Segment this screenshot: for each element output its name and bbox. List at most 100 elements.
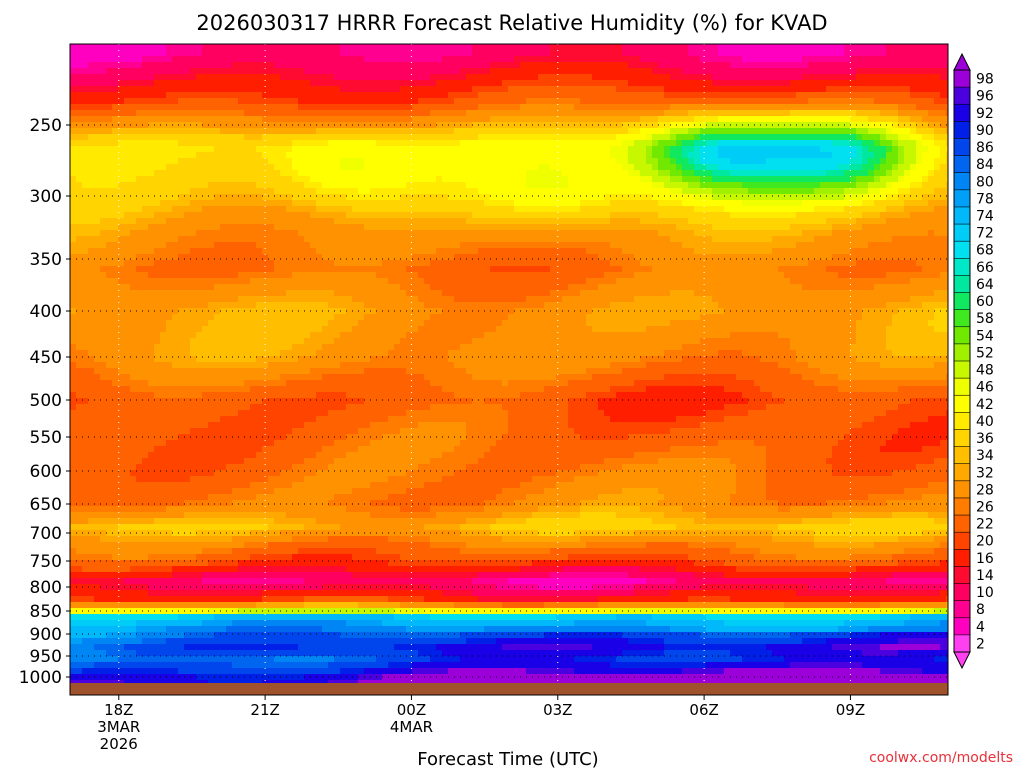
rh-cell xyxy=(652,212,659,219)
rh-cell xyxy=(688,164,695,171)
rh-cell xyxy=(922,128,929,135)
rh-cell xyxy=(898,92,905,99)
rh-cell xyxy=(640,128,647,135)
rh-cell xyxy=(484,110,491,117)
rh-cell xyxy=(154,182,161,189)
rh-cell xyxy=(916,164,923,171)
rh-cell xyxy=(940,86,947,93)
rh-cell xyxy=(712,194,719,201)
rh-cell xyxy=(880,224,887,231)
rh-cell xyxy=(400,182,407,189)
rh-cell xyxy=(532,146,539,153)
rh-cell xyxy=(364,56,371,63)
rh-cell xyxy=(94,152,101,159)
rh-cell xyxy=(604,50,611,57)
rh-cell xyxy=(172,134,179,141)
rh-cell xyxy=(232,206,239,213)
rh-cell xyxy=(166,110,173,117)
rh-cell xyxy=(604,122,611,129)
rh-cell xyxy=(340,128,347,135)
rh-cell xyxy=(760,182,767,189)
rh-cell xyxy=(820,128,827,135)
rh-cell xyxy=(892,44,899,51)
rh-cell xyxy=(658,98,665,105)
rh-cell xyxy=(238,116,245,123)
rh-cell xyxy=(724,158,731,165)
rh-cell xyxy=(862,182,869,189)
rh-cell xyxy=(394,104,401,111)
rh-cell xyxy=(280,56,287,63)
rh-cell xyxy=(790,212,797,219)
rh-cell xyxy=(730,80,737,87)
rh-cell xyxy=(340,44,347,51)
rh-cell xyxy=(220,152,227,159)
rh-cell xyxy=(214,134,221,141)
rh-cell xyxy=(658,80,665,87)
rh-cell xyxy=(622,182,629,189)
rh-cell xyxy=(88,140,95,147)
rh-cell xyxy=(196,158,203,165)
rh-cell xyxy=(268,80,275,87)
rh-cell xyxy=(574,128,581,135)
rh-cell xyxy=(832,98,839,105)
rh-cell xyxy=(694,212,701,219)
rh-cell xyxy=(520,212,527,219)
rh-cell xyxy=(796,152,803,159)
rh-cell xyxy=(160,236,167,243)
rh-cell xyxy=(598,188,605,195)
rh-cell xyxy=(364,158,371,165)
rh-cell xyxy=(514,92,521,99)
rh-cell xyxy=(832,110,839,117)
rh-cell xyxy=(616,74,623,81)
rh-cell xyxy=(832,122,839,129)
rh-cell xyxy=(676,212,683,219)
rh-cell xyxy=(874,164,881,171)
rh-cell xyxy=(244,80,251,87)
rh-cell xyxy=(922,80,929,87)
rh-cell xyxy=(256,224,263,231)
rh-cell xyxy=(106,98,113,105)
rh-cell xyxy=(478,74,485,81)
rh-cell xyxy=(220,116,227,123)
rh-cell xyxy=(796,134,803,141)
rh-cell xyxy=(598,206,605,213)
rh-cell xyxy=(706,146,713,153)
rh-cell xyxy=(484,104,491,111)
rh-cell xyxy=(550,98,557,105)
rh-cell xyxy=(370,50,377,57)
rh-cell xyxy=(616,242,623,249)
rh-cell xyxy=(538,104,545,111)
rh-cell xyxy=(628,158,635,165)
rh-cell xyxy=(460,86,467,93)
rh-cell xyxy=(484,86,491,93)
rh-cell xyxy=(670,68,677,75)
rh-cell xyxy=(706,86,713,93)
rh-cell xyxy=(832,212,839,219)
rh-cell xyxy=(130,98,137,105)
rh-cell xyxy=(832,236,839,243)
rh-cell xyxy=(208,152,215,159)
rh-cell xyxy=(802,80,809,87)
rh-cell xyxy=(196,242,203,249)
rh-cell xyxy=(922,164,929,171)
rh-cell xyxy=(412,236,419,243)
rh-cell xyxy=(340,158,347,165)
rh-cell xyxy=(766,74,773,81)
rh-cell xyxy=(304,200,311,207)
rh-cell xyxy=(862,50,869,57)
rh-cell xyxy=(484,134,491,141)
rh-cell xyxy=(190,140,197,147)
rh-cell xyxy=(292,146,299,153)
rh-cell xyxy=(160,224,167,231)
rh-cell xyxy=(658,158,665,165)
rh-cell xyxy=(280,182,287,189)
rh-cell xyxy=(400,188,407,195)
rh-cell xyxy=(112,206,119,213)
rh-cell xyxy=(916,224,923,231)
rh-cell xyxy=(220,122,227,129)
rh-cell xyxy=(244,56,251,63)
rh-cell xyxy=(634,122,641,129)
rh-cell xyxy=(946,224,949,231)
rh-cell xyxy=(454,134,461,141)
rh-cell xyxy=(826,44,833,51)
